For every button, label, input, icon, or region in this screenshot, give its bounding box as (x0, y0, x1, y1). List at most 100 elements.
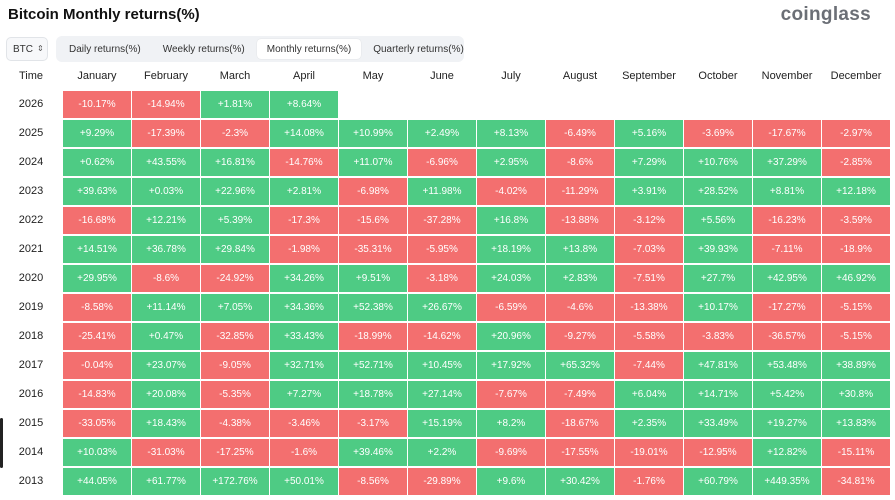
return-cell[interactable]: -6.49% (546, 120, 614, 147)
return-cell[interactable]: -17.25% (201, 439, 269, 466)
return-cell[interactable]: -17.39% (132, 120, 200, 147)
tab-monthly-returns[interactable]: Monthly returns(%) (256, 39, 362, 59)
return-cell[interactable]: -24.92% (201, 265, 269, 292)
return-cell[interactable]: -17.3% (270, 207, 338, 234)
return-cell[interactable]: -29.89% (408, 468, 476, 495)
return-cell[interactable]: +172.76% (201, 468, 269, 495)
return-cell[interactable]: +39.46% (339, 439, 407, 466)
return-cell[interactable]: +23.07% (132, 352, 200, 379)
return-cell[interactable]: +65.32% (546, 352, 614, 379)
return-cell[interactable]: -3.17% (339, 410, 407, 437)
return-cell[interactable]: +27.7% (684, 265, 752, 292)
return-cell[interactable]: -8.6% (546, 149, 614, 176)
return-cell[interactable]: -1.76% (615, 468, 683, 495)
return-cell[interactable]: +12.82% (753, 439, 821, 466)
return-cell[interactable]: -31.03% (132, 439, 200, 466)
return-cell[interactable]: +26.67% (408, 294, 476, 321)
return-cell[interactable]: +6.04% (615, 381, 683, 408)
return-cell[interactable]: +50.01% (270, 468, 338, 495)
return-cell[interactable]: -9.27% (546, 323, 614, 350)
return-cell[interactable]: +7.27% (270, 381, 338, 408)
return-cell[interactable]: +28.52% (684, 178, 752, 205)
return-cell[interactable]: +10.03% (63, 439, 131, 466)
return-cell[interactable]: +18.43% (132, 410, 200, 437)
return-cell[interactable]: -17.67% (753, 120, 821, 147)
return-cell[interactable]: -13.38% (615, 294, 683, 321)
return-cell[interactable]: +24.03% (477, 265, 545, 292)
return-cell[interactable]: +61.77% (132, 468, 200, 495)
return-cell[interactable]: +36.78% (132, 236, 200, 263)
return-cell[interactable]: +2.95% (477, 149, 545, 176)
return-cell[interactable]: +2.83% (546, 265, 614, 292)
return-cell[interactable]: +14.51% (63, 236, 131, 263)
return-cell[interactable]: -14.83% (63, 381, 131, 408)
return-cell[interactable]: -5.58% (615, 323, 683, 350)
return-cell[interactable]: -18.9% (822, 236, 890, 263)
return-cell[interactable]: +37.29% (753, 149, 821, 176)
return-cell[interactable]: +20.08% (132, 381, 200, 408)
return-cell[interactable]: -3.59% (822, 207, 890, 234)
return-cell[interactable]: +8.2% (477, 410, 545, 437)
return-cell[interactable]: +43.55% (132, 149, 200, 176)
return-cell[interactable]: -7.49% (546, 381, 614, 408)
return-cell[interactable]: +5.42% (753, 381, 821, 408)
return-cell[interactable]: +449.35% (753, 468, 821, 495)
return-cell[interactable]: +30.42% (546, 468, 614, 495)
return-cell[interactable]: -33.05% (63, 410, 131, 437)
return-cell[interactable]: +32.71% (270, 352, 338, 379)
return-cell[interactable]: +5.16% (615, 120, 683, 147)
return-cell[interactable]: -3.18% (408, 265, 476, 292)
return-cell[interactable]: -14.94% (132, 91, 200, 118)
return-cell[interactable]: +33.49% (684, 410, 752, 437)
return-cell[interactable]: +11.98% (408, 178, 476, 205)
return-cell[interactable]: +47.81% (684, 352, 752, 379)
return-cell[interactable]: -10.17% (63, 91, 131, 118)
return-cell[interactable]: -5.35% (201, 381, 269, 408)
return-cell[interactable]: +19.27% (753, 410, 821, 437)
return-cell[interactable]: +11.07% (339, 149, 407, 176)
return-cell[interactable]: +2.35% (615, 410, 683, 437)
return-cell[interactable]: +34.26% (270, 265, 338, 292)
return-cell[interactable]: +53.48% (753, 352, 821, 379)
return-cell[interactable]: +10.17% (684, 294, 752, 321)
return-cell[interactable]: -13.88% (546, 207, 614, 234)
return-cell[interactable]: -35.31% (339, 236, 407, 263)
return-cell[interactable]: +0.47% (132, 323, 200, 350)
return-cell[interactable]: -8.58% (63, 294, 131, 321)
return-cell[interactable]: +3.91% (615, 178, 683, 205)
return-cell[interactable]: +12.21% (132, 207, 200, 234)
return-cell[interactable]: -2.3% (201, 120, 269, 147)
return-cell[interactable]: -0.04% (63, 352, 131, 379)
return-cell[interactable]: -4.02% (477, 178, 545, 205)
return-cell[interactable]: +16.8% (477, 207, 545, 234)
return-cell[interactable]: -17.27% (753, 294, 821, 321)
return-cell[interactable]: +0.03% (132, 178, 200, 205)
return-cell[interactable]: -7.44% (615, 352, 683, 379)
tab-daily-returns[interactable]: Daily returns(%) (69, 43, 141, 55)
return-cell[interactable]: +2.49% (408, 120, 476, 147)
return-cell[interactable]: -4.38% (201, 410, 269, 437)
return-cell[interactable]: +22.96% (201, 178, 269, 205)
return-cell[interactable]: +10.45% (408, 352, 476, 379)
return-cell[interactable]: +18.19% (477, 236, 545, 263)
return-cell[interactable]: +30.8% (822, 381, 890, 408)
tab-weekly-returns[interactable]: Weekly returns(%) (162, 43, 245, 55)
return-cell[interactable]: +18.78% (339, 381, 407, 408)
return-cell[interactable]: -2.85% (822, 149, 890, 176)
return-cell[interactable]: -18.67% (546, 410, 614, 437)
return-cell[interactable]: +8.64% (270, 91, 338, 118)
return-cell[interactable]: -36.57% (753, 323, 821, 350)
return-cell[interactable]: +9.29% (63, 120, 131, 147)
return-cell[interactable]: -8.56% (339, 468, 407, 495)
return-cell[interactable]: -6.59% (477, 294, 545, 321)
return-cell[interactable]: -14.62% (408, 323, 476, 350)
return-cell[interactable]: -12.95% (684, 439, 752, 466)
return-cell[interactable]: +8.13% (477, 120, 545, 147)
return-cell[interactable]: +15.19% (408, 410, 476, 437)
return-cell[interactable]: +39.93% (684, 236, 752, 263)
return-cell[interactable]: -9.69% (477, 439, 545, 466)
return-cell[interactable]: +5.56% (684, 207, 752, 234)
return-cell[interactable]: +16.81% (201, 149, 269, 176)
return-cell[interactable]: +27.14% (408, 381, 476, 408)
return-cell[interactable]: -1.98% (270, 236, 338, 263)
